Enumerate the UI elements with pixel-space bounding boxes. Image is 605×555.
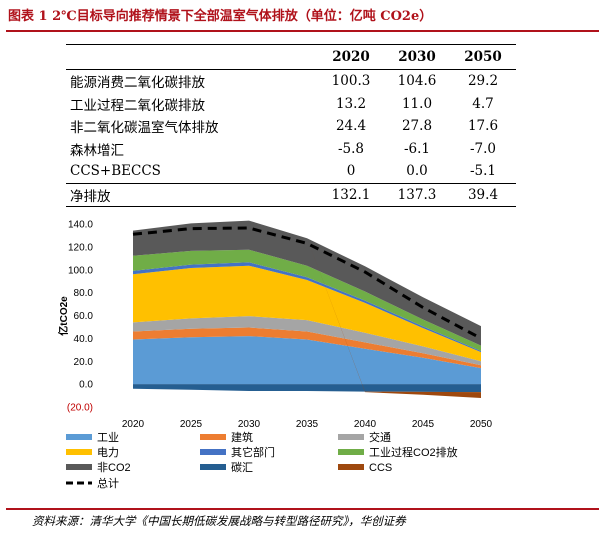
table-cell: 137.3 — [384, 182, 450, 207]
legend-swatch — [66, 449, 92, 455]
legend-swatch — [66, 434, 92, 440]
legend-label: 总计 — [97, 476, 119, 490]
y-tick-label: 80.0 — [74, 288, 94, 299]
table-row: 森林增汇 -5.8 -6.1 -7.0 — [66, 138, 516, 161]
row-label: 净排放 — [66, 182, 318, 207]
table-row: 工业过程二氧化碳排放 13.2 11.0 4.7 — [66, 93, 516, 116]
table-cell: 132.1 — [318, 182, 384, 207]
legend-swatch — [200, 449, 226, 455]
row-label: 非二氧化碳温室气体排放 — [70, 120, 219, 137]
y-tick-label: 20.0 — [74, 357, 94, 368]
y-tick-label: 100.0 — [68, 265, 93, 276]
table-cell: 39.4 — [450, 182, 516, 207]
table-header-cell: 2020 — [318, 44, 384, 70]
x-tick-label: 2020 — [122, 419, 145, 430]
table-header-cell — [66, 44, 318, 70]
legend-swatch — [200, 464, 226, 470]
area-series-0 — [133, 336, 481, 385]
area-series-6 — [133, 220, 481, 346]
table-row: CCS+BECCS 0 0.0 -5.1 — [66, 160, 516, 183]
table-cell: 100.3 — [331, 73, 371, 90]
table-cell: 24.4 — [335, 118, 367, 135]
table-cell: 11.0 — [401, 95, 433, 112]
emissions-table: 2020 2030 2050 能源消费二氧化碳排放 100.3 104.6 29… — [66, 44, 516, 207]
row-label: CCS+BECCS — [70, 163, 161, 180]
area-series-2 — [133, 316, 481, 366]
source-note: 资料来源：清华大学《中国长期低碳发展战略与转型路径研究》，华创证券 — [32, 514, 406, 528]
area-series-3 — [133, 265, 481, 362]
legend-label: 建筑 — [231, 430, 253, 444]
table-cell: -7.0 — [469, 140, 497, 157]
title-rule — [6, 30, 599, 32]
legend-label: 非CO2 — [97, 461, 131, 474]
legend-label: 交通 — [369, 430, 391, 444]
legend-swatch — [338, 449, 364, 455]
x-tick-label: 2050 — [470, 419, 493, 430]
legend-label: 工业 — [97, 431, 119, 444]
y-tick-label: 140.0 — [68, 220, 93, 231]
legend-swatch — [66, 464, 92, 470]
table-cell: 27.8 — [401, 118, 433, 135]
table-cell: -6.1 — [403, 140, 431, 157]
legend-label: 其它部门 — [231, 445, 275, 459]
legend-swatch — [200, 434, 226, 440]
table-cell: 0.0 — [406, 163, 428, 180]
area-series-1 — [133, 327, 481, 369]
y-tick-label: 60.0 — [74, 311, 94, 322]
legend-label: 碳汇 — [231, 460, 253, 474]
table-cell: 29.2 — [467, 73, 499, 90]
y-tick-label: 40.0 — [74, 334, 94, 345]
table-cell: 104.6 — [397, 73, 437, 90]
table-cell: 17.6 — [467, 118, 499, 135]
x-tick-label: 2045 — [412, 419, 435, 430]
table-row: 非二氧化碳温室气体排放 24.4 27.8 17.6 — [66, 115, 516, 138]
table-header-row: 2020 2030 2050 — [66, 44, 516, 70]
table-row: 能源消费二氧化碳排放 100.3 104.6 29.2 — [66, 70, 516, 93]
table-cell: -5.1 — [469, 163, 497, 180]
y-axis-label: 亿tCO2e — [57, 296, 70, 336]
table-cell: 4.7 — [472, 95, 494, 112]
total-line — [132, 226, 482, 340]
source-rule — [6, 508, 599, 510]
y-tick-label: 0.0 — [79, 380, 93, 391]
figure-title: 图表 1 2℃目标导向推荐情景下全部温室气体排放（单位：亿吨 CO2e） — [8, 9, 433, 24]
x-tick-label: 2030 — [238, 419, 261, 430]
legend-swatch — [338, 434, 364, 440]
table-row-net: 净排放 132.1 137.3 39.4 — [66, 182, 516, 207]
row-label: 能源消费二氧化碳排放 — [70, 75, 205, 92]
y-tick-label: 120.0 — [68, 242, 93, 253]
x-tick-label: 2025 — [180, 419, 203, 430]
table-header-cell: 2050 — [450, 44, 516, 70]
legend-label: 工业过程CO2排放 — [369, 445, 458, 459]
x-tick-label: 2040 — [354, 419, 377, 430]
row-label: 森林增汇 — [70, 142, 124, 159]
table-cell: 0 — [346, 163, 356, 180]
x-tick-label: 2035 — [296, 419, 319, 430]
table-header-cell: 2030 — [384, 44, 450, 70]
area-series-5 — [133, 249, 481, 351]
legend-swatch — [338, 464, 364, 470]
area-series-7 — [133, 384, 481, 393]
row-label: 工业过程二氧化碳排放 — [70, 97, 205, 114]
y-tick-label: (20.0) — [67, 403, 93, 414]
legend-label: CCS — [369, 462, 392, 474]
legend-label: 电力 — [97, 446, 119, 459]
table-cell: 13.2 — [335, 95, 367, 112]
table-cell: -5.8 — [337, 140, 365, 157]
